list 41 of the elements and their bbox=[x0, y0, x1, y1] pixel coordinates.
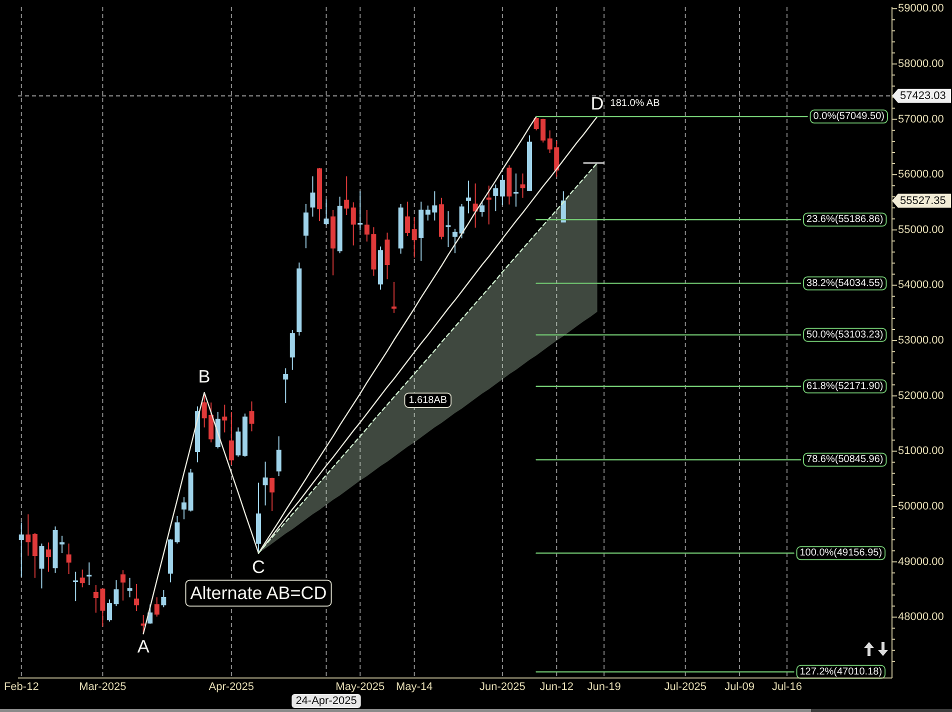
y-tick-label: 59000.00 bbox=[898, 2, 944, 15]
y-tick-label: 57000.00 bbox=[898, 113, 944, 126]
series-label: 23.6%(55186.86) bbox=[806, 214, 884, 226]
x-tick-label: Feb-12 bbox=[4, 681, 39, 693]
series-label: 0.0%(57049.50) bbox=[813, 111, 884, 122]
annotation: C bbox=[252, 557, 266, 578]
y-tick-label: 48000.00 bbox=[898, 611, 944, 624]
x-tick-label: Jun-19 bbox=[587, 681, 621, 693]
series-label: 61.8%(52171.90) bbox=[806, 380, 884, 392]
y-tick-label: 50000.00 bbox=[898, 500, 944, 513]
annotation: A bbox=[137, 636, 150, 657]
y-tick-label: 51000.00 bbox=[898, 445, 944, 458]
series-label: 127.2%(47010.18) bbox=[800, 666, 882, 678]
annotation: D bbox=[590, 94, 604, 114]
y-tick-label: 49000.00 bbox=[898, 556, 944, 568]
series-label: 50.0%(53103.23) bbox=[806, 329, 884, 340]
annotation: 181.0% AB bbox=[610, 98, 660, 110]
y-tick-label: 58000.00 bbox=[898, 58, 944, 70]
y-tick-label: 52000.00 bbox=[898, 390, 944, 402]
annotation: 1.618AB bbox=[408, 394, 448, 406]
x-tick-label: 24-Apr-2025 bbox=[296, 695, 357, 707]
x-tick-label: May-2025 bbox=[336, 681, 385, 693]
y-tick-label: 55000.00 bbox=[898, 224, 944, 236]
series-label: 100.0%(49156.95) bbox=[800, 548, 882, 559]
y-tick-label: 54000.00 bbox=[898, 279, 944, 292]
y-tick-label: 56000.00 bbox=[898, 168, 944, 181]
x-tick-label: Jul-16 bbox=[772, 681, 802, 693]
x-tick-label: Mar-2025 bbox=[79, 681, 126, 693]
x-tick-label: Apr-2025 bbox=[208, 681, 254, 693]
x-tick-label: Jul-09 bbox=[724, 681, 755, 693]
annotation: Alternate AB=CD bbox=[190, 583, 327, 604]
series-label: 38.2%(54034.55) bbox=[806, 278, 884, 289]
series-label: 78.6%(50845.96) bbox=[806, 454, 884, 466]
y-tick-label: 53000.00 bbox=[898, 334, 944, 347]
x-tick-label: Jun-2025 bbox=[479, 681, 526, 693]
text: 55527.35 bbox=[900, 194, 946, 207]
x-tick-label: Jul-2025 bbox=[664, 681, 706, 693]
x-tick-label: May-14 bbox=[396, 681, 433, 693]
ref-line-label: 57423.03 bbox=[900, 90, 946, 102]
annotation: B bbox=[198, 366, 210, 387]
x-tick-label: Jun-12 bbox=[540, 681, 574, 693]
